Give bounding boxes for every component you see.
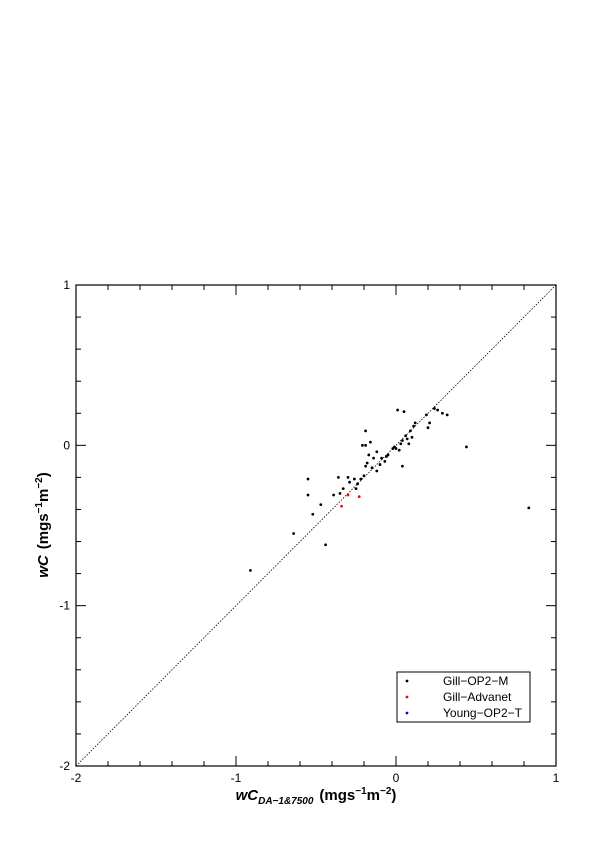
y-label-unit: −2 — [34, 477, 45, 489]
point — [348, 480, 351, 484]
point — [426, 426, 430, 430]
y-label-main: wC — [35, 554, 52, 578]
point — [311, 512, 315, 516]
point — [361, 443, 364, 447]
point — [249, 568, 252, 572]
point — [436, 408, 439, 412]
x-label-unit: (mgs — [319, 787, 355, 804]
point — [340, 504, 343, 508]
point — [364, 429, 367, 433]
point — [397, 448, 401, 452]
point — [402, 410, 406, 414]
point — [404, 434, 407, 438]
legend-marker — [405, 711, 409, 715]
point — [465, 445, 468, 449]
point — [407, 442, 411, 446]
legend-marker — [405, 695, 409, 699]
x-axis-label: wCDA−1&7500 (mgs−1m−2) — [236, 786, 397, 807]
legend-box — [396, 671, 531, 723]
point — [357, 495, 361, 499]
point — [383, 459, 387, 463]
x-label-unit: m — [367, 787, 380, 804]
point — [369, 440, 372, 444]
y-tick-label: -1 — [59, 599, 70, 613]
point — [409, 429, 412, 433]
point — [356, 482, 359, 486]
point — [375, 450, 379, 454]
point — [332, 493, 335, 497]
point — [362, 474, 366, 478]
point — [365, 461, 369, 465]
point — [412, 424, 415, 428]
legend-label: Young−OP2−T — [443, 706, 523, 720]
point — [292, 532, 295, 535]
point — [433, 407, 436, 410]
y-label-unit: −1 — [34, 502, 45, 514]
y-tick-label: 0 — [63, 438, 70, 452]
point — [399, 442, 403, 446]
point — [367, 453, 371, 457]
x-label-unit: −2 — [380, 786, 392, 797]
point — [425, 413, 428, 417]
point — [353, 477, 356, 481]
point — [346, 476, 350, 479]
point — [405, 437, 409, 441]
legend-marker — [405, 679, 409, 683]
point — [428, 421, 431, 425]
point — [370, 466, 374, 470]
point — [372, 456, 375, 460]
point — [386, 453, 390, 457]
y-label-unit: ) — [35, 472, 52, 477]
point — [396, 408, 399, 412]
x-label-unit: ) — [391, 787, 396, 804]
point — [346, 493, 350, 497]
point — [364, 464, 367, 468]
point — [410, 435, 414, 439]
point — [324, 543, 327, 547]
x-tick-label: 0 — [393, 771, 400, 785]
x-label-unit: −1 — [355, 786, 367, 797]
point — [413, 421, 417, 425]
x-label-sub: DA−1&7500 — [258, 796, 314, 807]
point — [401, 439, 404, 442]
legend-label: Gill−OP2−M — [443, 674, 508, 688]
x-tick-label: -2 — [71, 771, 82, 785]
point — [394, 447, 398, 450]
legend-label: Gill−Advanet — [443, 690, 512, 704]
point — [375, 469, 379, 473]
point — [306, 477, 310, 481]
point — [380, 456, 383, 460]
reference-line — [75, 284, 557, 767]
point — [441, 411, 444, 415]
point — [319, 503, 323, 507]
point — [354, 487, 358, 491]
y-tick-label: -2 — [59, 759, 70, 773]
y-axis-label: wC (mgs−1m−2) — [34, 472, 52, 578]
y-label-unit: m — [35, 489, 52, 502]
point — [337, 476, 340, 479]
point — [359, 477, 363, 481]
point — [401, 464, 404, 468]
point — [306, 493, 310, 497]
x-label-main: wC — [236, 787, 260, 804]
point — [338, 492, 342, 495]
point — [378, 463, 382, 466]
y-tick-label: 1 — [63, 278, 70, 292]
point — [445, 413, 449, 417]
point — [364, 443, 367, 447]
x-tick-label: -1 — [231, 771, 242, 785]
x-tick-label: 1 — [553, 771, 560, 785]
y-label-unit: (mgs — [35, 513, 52, 549]
point — [527, 506, 531, 510]
plot-frame — [75, 284, 557, 767]
point — [341, 487, 345, 491]
